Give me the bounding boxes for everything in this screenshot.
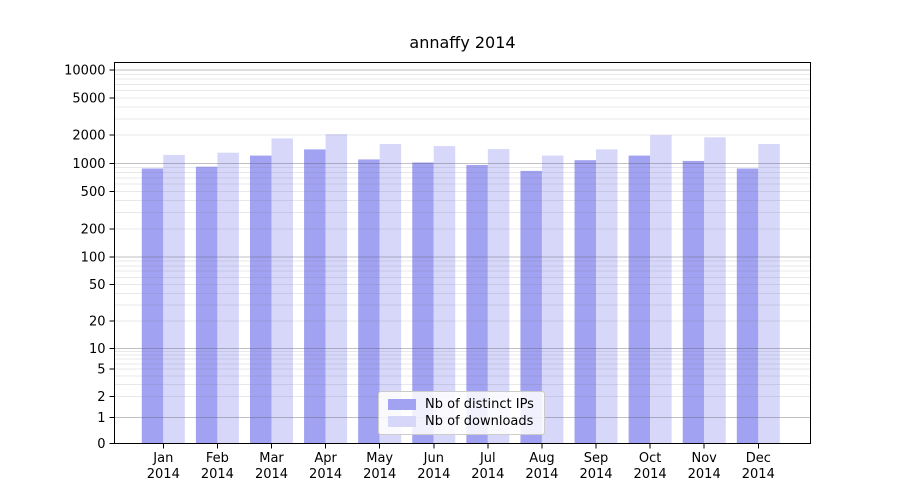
bar-downloads-3 (271, 138, 293, 444)
y-tick-label-1000: 1000 (72, 157, 105, 172)
bar-distinct-ips-6 (412, 162, 434, 444)
y-tick-label-2000: 2000 (72, 129, 105, 144)
x-tick-label-year-3: 2014 (255, 467, 288, 482)
x-tick-label-month-4: Apr (314, 451, 337, 466)
y-tick-label-5000: 5000 (72, 92, 105, 107)
y-tick-label-10000: 10000 (64, 64, 105, 79)
y-tick-label-50: 50 (89, 278, 106, 293)
y-axis: 0 1 2 5 10 20 50 100 200 500 1000 2000 5000 10000 (64, 64, 115, 452)
bar-downloads-12 (758, 144, 780, 444)
x-tick-label-month-3: Mar (259, 451, 284, 466)
bar-distinct-ips-8 (520, 170, 542, 444)
x-tick-label-month-6: Jun (423, 451, 444, 466)
bar-downloads-2 (217, 152, 239, 444)
bar-downloads-6 (433, 146, 456, 444)
bar-distinct-ips-2 (195, 166, 218, 444)
y-tick-label-10: 10 (89, 342, 106, 357)
legend-item-downloads: Nb of downloads (388, 414, 535, 429)
bar-distinct-ips-3 (249, 155, 272, 444)
x-tick-label-month-11: Nov (692, 451, 718, 466)
legend-label-distinct-ips: Nb of distinct IPs (425, 397, 534, 412)
bar-distinct-ips-12 (736, 168, 759, 444)
x-tick-label-month-12: Dec (746, 451, 771, 466)
bar-distinct-ips-4 (304, 149, 326, 444)
legend-item-distinct-ips: Nb of distinct IPs (388, 397, 535, 412)
x-tick-label-year-11: 2014 (688, 467, 721, 482)
legend-label-downloads: Nb of downloads (425, 414, 534, 429)
x-tick-label-year-6: 2014 (417, 467, 450, 482)
legend-swatch-distinct-ips (388, 399, 416, 410)
x-tick-label-year-2: 2014 (201, 467, 234, 482)
y-tick-label-20: 20 (89, 315, 106, 330)
chart-title: annaffy 2014 (409, 33, 516, 52)
bar-downloads-8 (541, 155, 564, 444)
bar-downloads-9 (596, 149, 618, 444)
y-tick-label-100: 100 (81, 251, 106, 266)
legend: Nb of distinct IPs Nb of downloads (378, 391, 545, 435)
x-tick-label-year-4: 2014 (309, 467, 342, 482)
bar-downloads-5 (379, 144, 402, 444)
bar-downloads-4 (325, 134, 348, 444)
x-tick-label-year-5: 2014 (363, 467, 396, 482)
x-axis: Jan2014Feb2014Mar2014Apr2014May2014Jun20… (147, 443, 775, 482)
x-tick-label-year-9: 2014 (579, 467, 612, 482)
bar-distinct-ips-7 (466, 164, 488, 444)
x-tick-label-year-10: 2014 (634, 467, 667, 482)
x-tick-label-month-2: Feb (206, 451, 229, 466)
bar-downloads-10 (650, 135, 672, 444)
x-tick-label-year-1: 2014 (147, 467, 180, 482)
bar-downloads-1 (163, 154, 185, 444)
x-tick-label-year-7: 2014 (471, 467, 504, 482)
plot-border (114, 62, 811, 444)
y-tick-label-0: 0 (97, 437, 105, 452)
x-tick-label-month-5: May (366, 451, 393, 466)
bar-distinct-ips-9 (574, 160, 597, 444)
x-tick-label-year-8: 2014 (525, 467, 558, 482)
x-tick-label-year-12: 2014 (742, 467, 775, 482)
legend-swatch-downloads (388, 416, 416, 427)
y-tick-label-1: 1 (97, 411, 105, 426)
bar-downloads-11 (704, 137, 726, 444)
y-tick-label-2: 2 (97, 390, 105, 405)
x-tick-label-month-9: Sep (584, 451, 609, 466)
x-tick-label-month-1: Jan (152, 451, 173, 466)
gridlines-layer (114, 69, 811, 418)
y-tick-label-5: 5 (97, 363, 105, 378)
bar-distinct-ips-10 (628, 155, 651, 444)
x-tick-label-month-10: Oct (639, 451, 661, 466)
bar-distinct-ips-11 (682, 160, 705, 444)
bar-distinct-ips-5 (358, 159, 380, 444)
x-tick-label-month-8: Aug (529, 451, 554, 466)
bar-downloads-7 (487, 149, 510, 444)
bar-distinct-ips-1 (141, 168, 164, 444)
x-tick-label-month-7: Jul (479, 451, 496, 466)
y-tick-label-200: 200 (81, 222, 106, 237)
y-tick-label-500: 500 (81, 185, 106, 200)
bars-layer (141, 134, 780, 444)
